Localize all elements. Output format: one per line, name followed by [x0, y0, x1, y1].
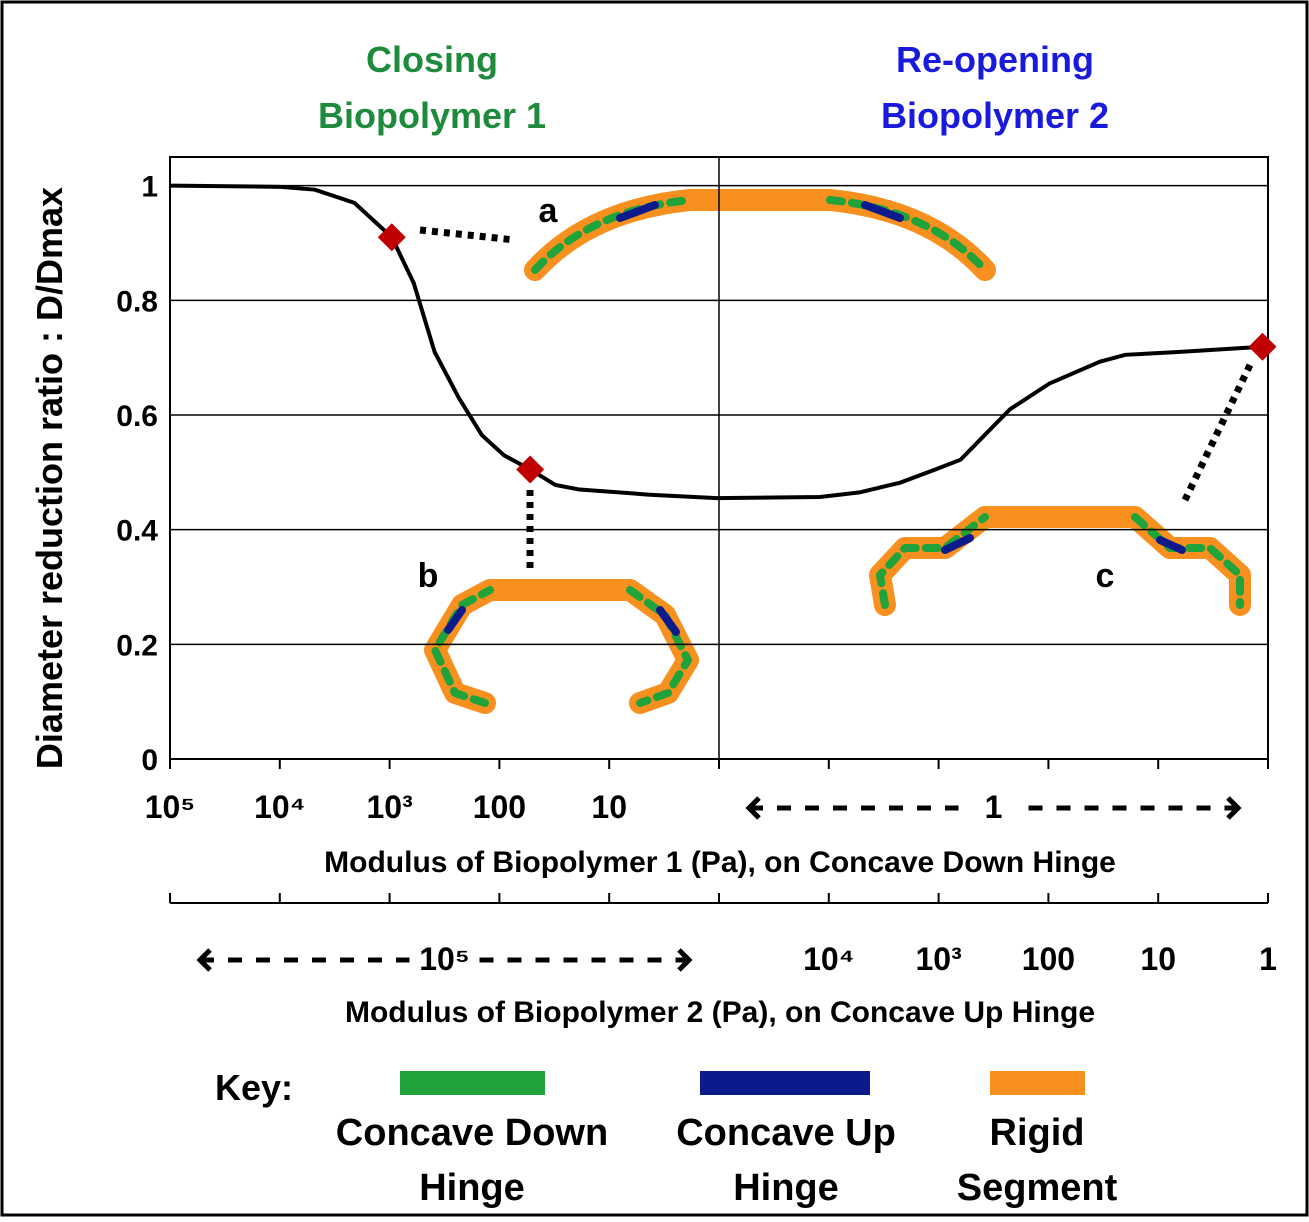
x-tick-label: 100: [1022, 941, 1075, 977]
y-axis-title: Diameter reduction ratio : D/Dmax: [29, 187, 70, 769]
y-tick-label: 0: [141, 744, 158, 777]
marker-label: a: [539, 192, 559, 230]
arrow-head: [1226, 796, 1242, 820]
panel-title: Biopolymer 2: [881, 95, 1109, 136]
marker: [516, 455, 545, 484]
y-tick-label: 0.6: [116, 400, 158, 433]
y-tick-label: 1: [141, 171, 158, 204]
x-tick-label: 1: [1259, 941, 1277, 977]
key-label: Segment: [957, 1167, 1118, 1209]
x-axis-title: Modulus of Biopolymer 2 (Pa), on Concave…: [345, 996, 1095, 1029]
x-axis-title: Modulus of Biopolymer 1 (Pa), on Concave…: [324, 846, 1116, 879]
data-line: [169, 183, 1263, 501]
key-label: Concave Up: [676, 1112, 896, 1154]
key-title: Key:: [215, 1067, 293, 1108]
key-label: Hinge: [419, 1167, 525, 1209]
marker: [1248, 332, 1277, 361]
y-tick-label: 0.4: [116, 515, 158, 548]
marker-label: c: [1096, 557, 1115, 595]
panel-title: Closing: [366, 39, 498, 80]
x-span-label: 1: [985, 789, 1003, 825]
x-tick-label: 10⁵: [145, 789, 196, 825]
key-swatch: [990, 1071, 1085, 1095]
illustrations: [419, 189, 1254, 714]
arrow-head: [196, 948, 212, 972]
x-span-label: 10⁵: [419, 941, 470, 977]
marker: [377, 223, 406, 252]
x-tick-label: 100: [473, 789, 526, 825]
x-tick-label: 10: [1140, 941, 1176, 977]
key-label: Hinge: [733, 1167, 839, 1209]
marker-label: b: [418, 557, 439, 595]
y-tick-label: 0.8: [116, 285, 158, 318]
arrow-head: [677, 948, 693, 972]
panel-title: Biopolymer 1: [318, 95, 546, 136]
x-tick-label: 10³: [915, 941, 961, 977]
panel-title: Re-opening: [896, 39, 1094, 80]
x-tick-label: 10³: [366, 789, 412, 825]
key-swatch: [400, 1071, 545, 1095]
y-tick-label: 0.2: [116, 629, 158, 662]
key-swatch: [700, 1071, 870, 1095]
arrow-head: [745, 796, 761, 820]
key-label: Rigid: [990, 1112, 1085, 1154]
x-tick-label: 10⁴: [254, 789, 305, 825]
key-label: Concave Down: [336, 1112, 608, 1154]
x-tick-label: 10: [591, 789, 627, 825]
x-tick-label: 10⁴: [803, 941, 854, 977]
